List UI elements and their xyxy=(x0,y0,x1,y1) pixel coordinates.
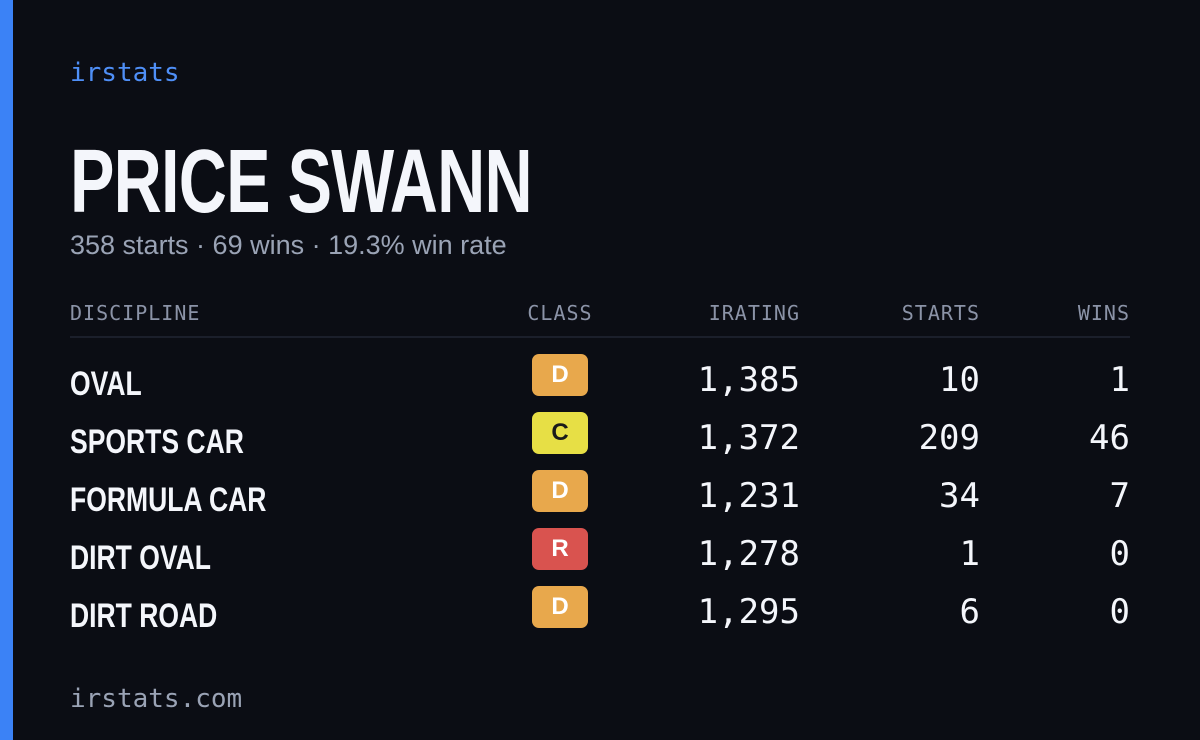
discipline: DIRT OVAL xyxy=(70,539,211,577)
starts-value: 209 xyxy=(918,418,980,458)
brand: irstats xyxy=(70,58,180,88)
wins-value: 7 xyxy=(1109,476,1130,516)
column-header: WINS xyxy=(1077,301,1130,325)
wins-value: 1 xyxy=(1109,360,1130,400)
class-badge: D xyxy=(532,354,588,396)
column-header: STARTS xyxy=(901,301,980,325)
irating-value: 1,385 xyxy=(697,360,800,400)
footer: irstats.com xyxy=(70,684,243,714)
irating-value: 1,278 xyxy=(697,534,800,574)
driver-name: PRICE SWANN xyxy=(70,132,533,232)
summary: 358 starts · 69 wins · 19.3% win rate xyxy=(70,230,507,260)
accent-bar xyxy=(0,0,13,740)
starts-value: 6 xyxy=(959,592,980,632)
wins-value: 0 xyxy=(1109,592,1130,632)
class-badge: C xyxy=(532,412,588,454)
class-badge: D xyxy=(532,586,588,628)
discipline: FORMULA CAR xyxy=(70,481,267,519)
discipline: OVAL xyxy=(70,365,142,403)
class-badge: R xyxy=(532,528,588,570)
irating-value: 1,231 xyxy=(697,476,800,516)
starts-value: 10 xyxy=(939,360,980,400)
irating-value: 1,372 xyxy=(697,418,800,458)
discipline: DIRT ROAD xyxy=(70,597,218,635)
wins-value: 0 xyxy=(1109,534,1130,574)
wins-value: 46 xyxy=(1089,418,1130,458)
starts-value: 34 xyxy=(939,476,980,516)
class-badge: D xyxy=(532,470,588,512)
header-divider xyxy=(70,336,1130,338)
starts-value: 1 xyxy=(959,534,980,574)
irating-value: 1,295 xyxy=(697,592,800,632)
column-header: DISCIPLINE xyxy=(70,301,201,325)
discipline: SPORTS CAR xyxy=(70,423,244,461)
column-header: IRATING xyxy=(708,301,800,325)
column-header: CLASS xyxy=(527,301,593,325)
